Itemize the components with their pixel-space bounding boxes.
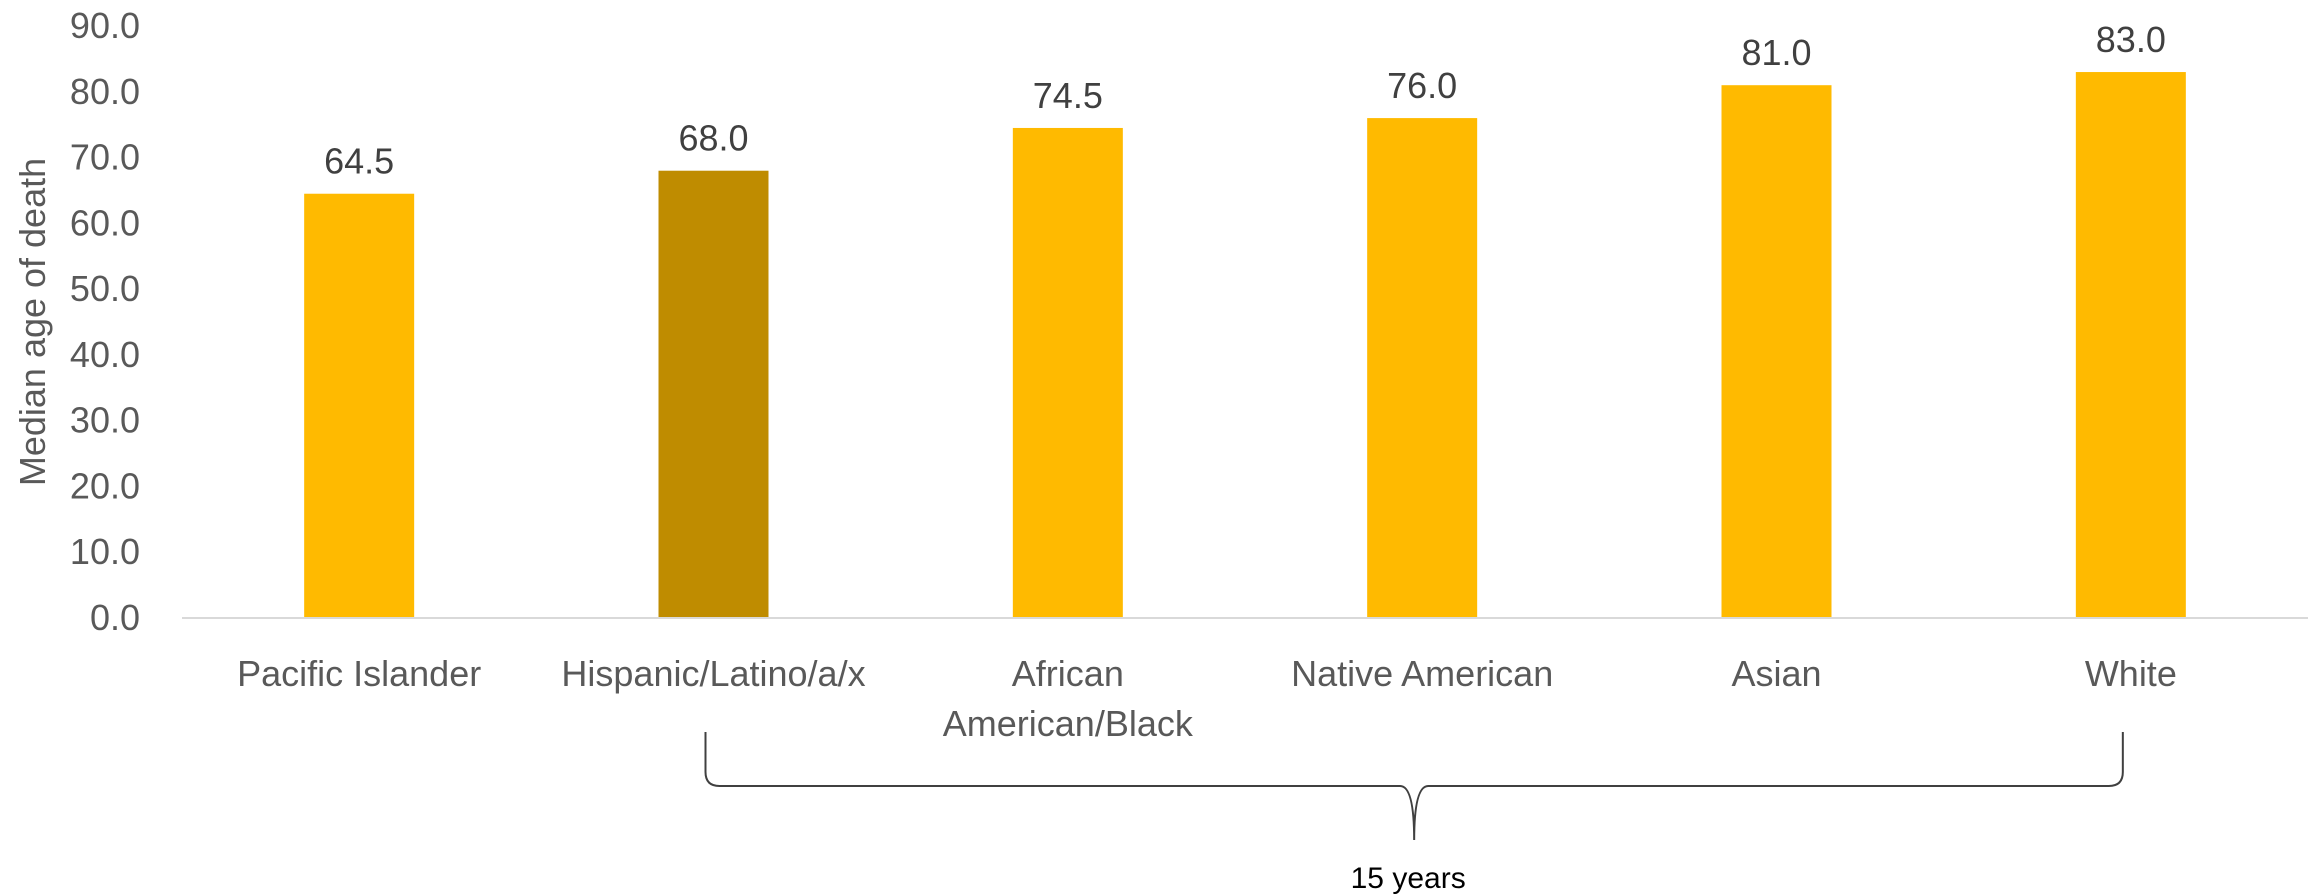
y-tick-label: 80.0 [70, 71, 140, 112]
category-label: Native American [1291, 653, 1553, 694]
bar [304, 193, 415, 618]
bar [2075, 72, 2186, 619]
category-label: Pacific Islander [237, 653, 481, 694]
category-label: Hispanic/Latino/a/x [561, 653, 865, 694]
y-tick-label: 60.0 [70, 202, 140, 243]
y-tick-label: 70.0 [70, 137, 140, 178]
y-tick-label: 40.0 [70, 334, 140, 375]
y-tick-label: 50.0 [70, 268, 140, 309]
data-label: 74.5 [1033, 75, 1103, 116]
bar [658, 170, 769, 618]
y-tick-label: 0.0 [90, 597, 140, 638]
category-label: Asian [1731, 653, 1821, 694]
data-label: 68.0 [678, 118, 748, 159]
category-label: White [2085, 653, 2177, 694]
bar [1012, 127, 1123, 618]
bracket-annotation [704, 732, 2124, 841]
data-label: 83.0 [2096, 19, 2166, 60]
data-label: 81.0 [1741, 32, 1811, 73]
bar [1367, 118, 1478, 618]
data-label: 64.5 [324, 141, 394, 182]
bar [1721, 85, 1832, 618]
y-tick-label: 30.0 [70, 400, 140, 441]
y-axis-title: Median age of death [12, 158, 53, 486]
y-tick-label: 90.0 [70, 5, 140, 46]
data-label: 76.0 [1387, 65, 1457, 106]
category-label: African American/Black [943, 653, 1194, 744]
y-tick-label: 10.0 [70, 531, 140, 572]
y-tick-label: 20.0 [70, 465, 140, 506]
annotation-label: 15 years [1351, 862, 1466, 895]
